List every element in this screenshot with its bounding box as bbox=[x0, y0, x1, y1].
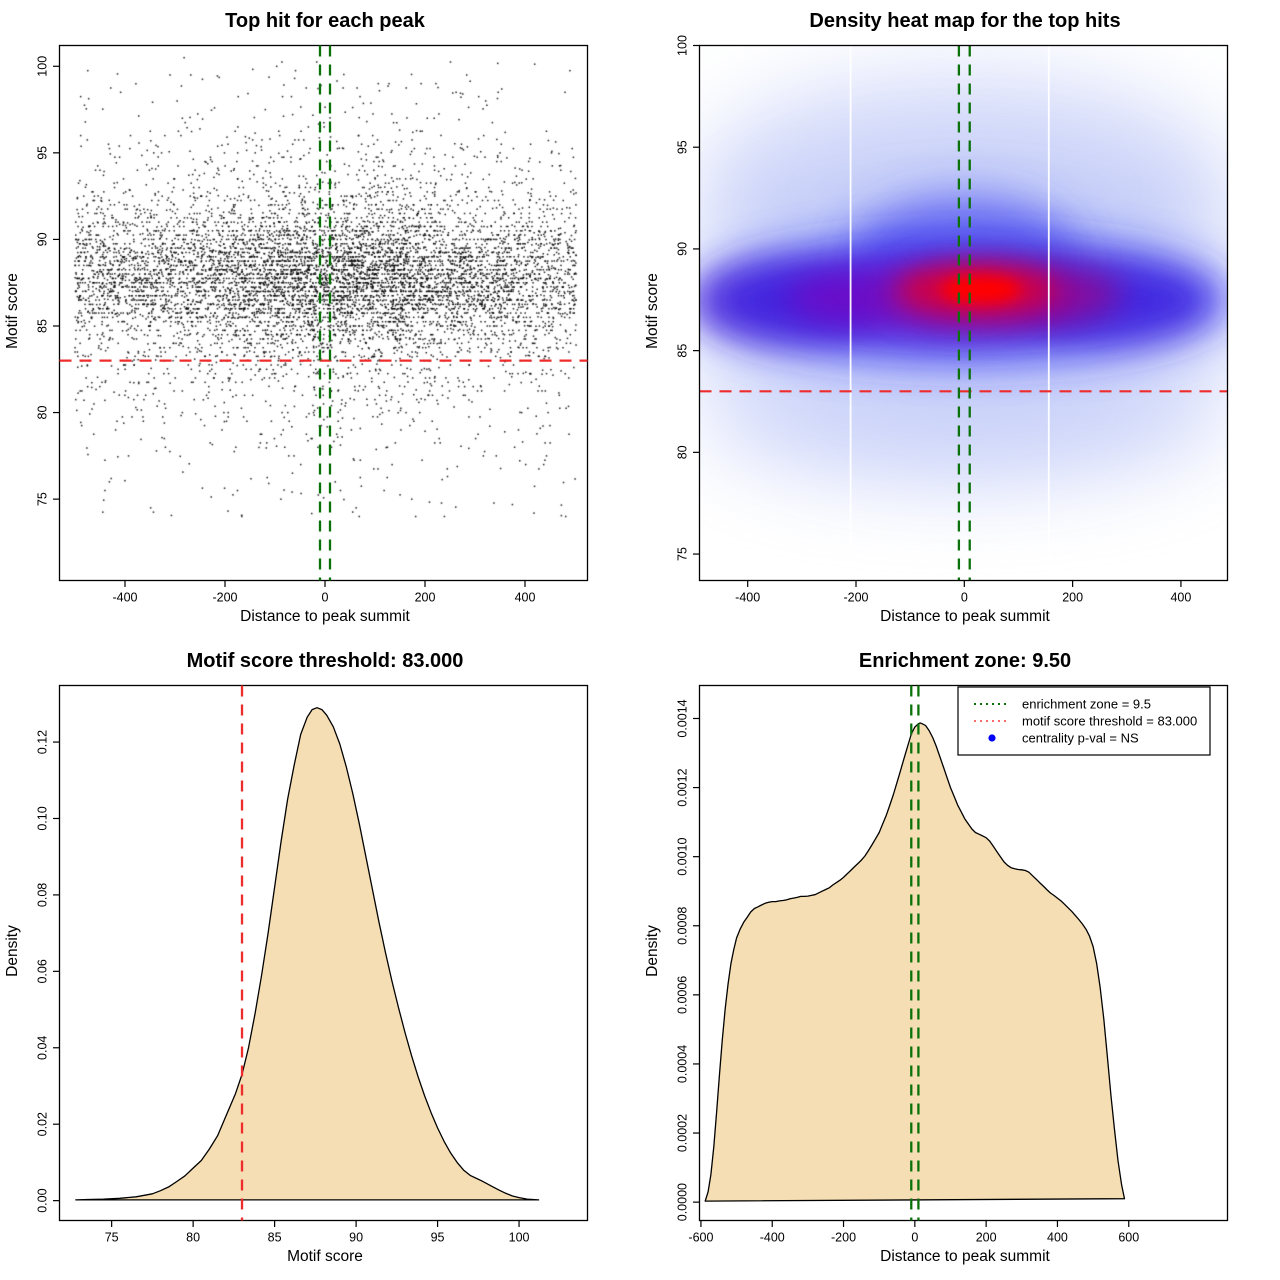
x-tick-label: 80 bbox=[186, 1231, 200, 1245]
x-axis-label: Motif score bbox=[287, 1248, 363, 1265]
x-tick-label: 0 bbox=[911, 1231, 918, 1245]
y-tick-label: 0.0006 bbox=[676, 976, 690, 1014]
heatmap-layers bbox=[699, 45, 1228, 581]
x-tick-label: 200 bbox=[415, 591, 436, 605]
y-tick-label: 0.0014 bbox=[676, 699, 690, 737]
y-tick-label: 95 bbox=[676, 140, 690, 154]
panel-title: Top hit for each peak bbox=[225, 10, 425, 32]
y-tick-label: 100 bbox=[676, 35, 690, 56]
x-tick-label: -400 bbox=[112, 591, 137, 605]
legend-blue-dot bbox=[988, 734, 996, 742]
x-tick-label: 95 bbox=[431, 1231, 445, 1245]
legend-item-label: motif score threshold = 83.000 bbox=[1022, 714, 1197, 729]
density-plot-motif-score: 75 80 85 90 95 100 0.00 0.02 0.04 0.06 0.08 0.10 0.1… bbox=[36, 684, 589, 1245]
y-tick-label: 0.06 bbox=[36, 959, 50, 983]
x-tick-label: 600 bbox=[1118, 1231, 1139, 1245]
heat-density-blob bbox=[940, 275, 1021, 304]
y-tick-label: 90 bbox=[36, 232, 50, 246]
y-tick-label: 0.0004 bbox=[676, 1045, 690, 1083]
x-tick-label: 85 bbox=[268, 1231, 282, 1245]
legend-item-label: centrality p-val = NS bbox=[1022, 731, 1139, 746]
x-tick-label: 0 bbox=[322, 591, 329, 605]
y-tick-label: 0.04 bbox=[36, 1036, 50, 1060]
y-tick-label: 0.10 bbox=[36, 806, 50, 830]
panel-scatter-top-hits: Top hit for each peak Motif score -400 -2… bbox=[0, 0, 640, 640]
density-curve bbox=[704, 722, 1126, 1202]
y-tick-label: 0.0010 bbox=[676, 838, 690, 876]
legend-item-label: enrichment zone = 9.5 bbox=[1022, 697, 1151, 712]
y-axis-label: Density bbox=[644, 925, 661, 977]
x-tick-label: 0 bbox=[961, 591, 968, 605]
x-tick-label: 200 bbox=[976, 1231, 997, 1245]
y-tick-label: 0.00 bbox=[36, 1188, 50, 1212]
x-tick-label: 400 bbox=[1170, 591, 1191, 605]
x-tick-label: 400 bbox=[515, 591, 536, 605]
x-tick-label: -400 bbox=[735, 591, 760, 605]
white-gap-column bbox=[849, 45, 852, 581]
panel-title: Density heat map for the top hits bbox=[809, 10, 1121, 32]
plot-box bbox=[58, 684, 589, 1222]
y-tick-label: 0.12 bbox=[36, 730, 50, 754]
plot-box bbox=[58, 44, 589, 582]
y-tick-label: 75 bbox=[36, 492, 50, 506]
y-tick-label: 85 bbox=[36, 319, 50, 333]
x-tick-label: 75 bbox=[105, 1231, 119, 1245]
panel-title: Motif score threshold: 83.000 bbox=[186, 650, 464, 672]
x-tick-label: 100 bbox=[509, 1231, 530, 1245]
x-tick-label: -200 bbox=[212, 591, 237, 605]
y-tick-label: 85 bbox=[676, 344, 690, 358]
scatter-plot-axes: -400 -200 0 200 400 75 80 85 90 95 100 bbox=[35, 44, 589, 605]
white-gap-column bbox=[1047, 45, 1050, 581]
x-axis-label: Distance to peak summit bbox=[240, 608, 410, 625]
y-axis-label: Motif score bbox=[4, 273, 21, 349]
x-axis-label: Distance to peak summit bbox=[880, 608, 1050, 625]
panel-density-heatmap: Density heat map for the top hits Motif … bbox=[640, 0, 1280, 640]
x-tick-label: -400 bbox=[760, 1231, 785, 1245]
x-tick-label: -200 bbox=[831, 1231, 856, 1245]
y-tick-label: 90 bbox=[676, 242, 690, 256]
x-tick-label: -200 bbox=[843, 591, 868, 605]
y-axis-label: Density bbox=[4, 925, 21, 977]
heat-density-blob bbox=[699, 351, 1228, 492]
plot-box bbox=[698, 44, 1229, 582]
heatmap-plot: -400 -200 0 200 400 75 80 85 90 95 100 bbox=[676, 35, 1229, 605]
density-curve bbox=[75, 707, 540, 1201]
x-axis-label: Distance to peak summit bbox=[880, 1248, 1050, 1265]
y-tick-label: 0.02 bbox=[36, 1112, 50, 1136]
density-plot-distance: -600 -400 -200 0 200 400 600 0.0000 0.0002 0.0004… bbox=[676, 684, 1229, 1245]
y-tick-label: 0.0012 bbox=[676, 768, 690, 806]
x-tick-label: 400 bbox=[1047, 1231, 1068, 1245]
panel-title: Enrichment zone: 9.50 bbox=[858, 650, 1072, 672]
y-tick-label: 0.0000 bbox=[676, 1183, 690, 1221]
plot-box bbox=[698, 684, 1229, 1222]
x-tick-label: 90 bbox=[349, 1231, 363, 1245]
y-tick-label: 95 bbox=[36, 146, 50, 160]
y-tick-label: 0.08 bbox=[36, 883, 50, 907]
panel-motif-score-density: Motif score threshold: 83.000 Density 75… bbox=[0, 640, 640, 1280]
y-tick-label: 80 bbox=[36, 406, 50, 420]
y-tick-label: 75 bbox=[676, 547, 690, 561]
y-axis-label: Motif score bbox=[644, 273, 661, 349]
y-tick-label: 0.0008 bbox=[676, 907, 690, 945]
y-tick-label: 0.0002 bbox=[676, 1114, 690, 1152]
y-tick-label: 80 bbox=[676, 445, 690, 459]
panel-distance-density: Enrichment zone: 9.50 Density -600 -400 -2… bbox=[640, 640, 1280, 1280]
x-tick-label: -600 bbox=[688, 1231, 713, 1245]
x-tick-label: 200 bbox=[1062, 591, 1083, 605]
y-tick-label: 100 bbox=[35, 56, 49, 77]
